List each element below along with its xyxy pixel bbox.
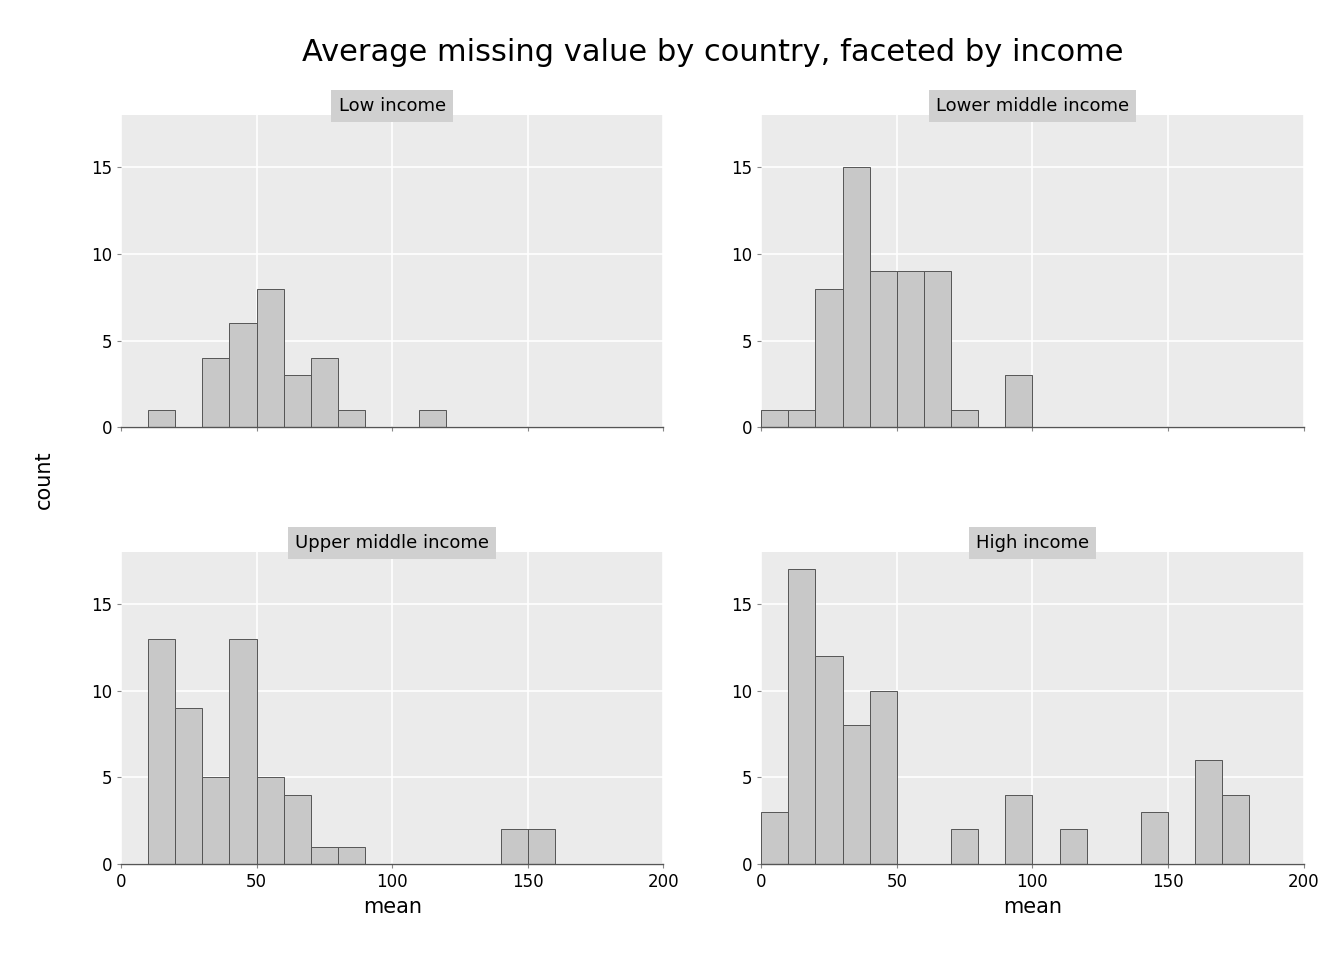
Bar [501, 829, 528, 864]
Bar [870, 272, 896, 427]
Text: Average missing value by country, faceted by income: Average missing value by country, facete… [301, 38, 1124, 67]
Bar [789, 569, 816, 864]
Bar [896, 272, 923, 427]
X-axis label: mean: mean [363, 897, 422, 917]
Title: Low income: Low income [339, 97, 446, 115]
Bar [952, 410, 978, 427]
Bar [789, 410, 816, 427]
Bar [843, 726, 870, 864]
Bar [284, 795, 310, 864]
Bar [203, 778, 230, 864]
Bar [284, 375, 310, 427]
Text: count: count [34, 450, 54, 510]
Bar [843, 167, 870, 427]
Bar [1141, 812, 1168, 864]
Bar [923, 272, 952, 427]
Bar [761, 812, 789, 864]
Bar [230, 324, 257, 427]
Title: Lower middle income: Lower middle income [935, 97, 1129, 115]
Bar [257, 778, 284, 864]
Bar [203, 358, 230, 427]
Bar [816, 289, 843, 427]
Title: High income: High income [976, 534, 1089, 552]
Bar [1195, 760, 1222, 864]
Bar [1059, 829, 1087, 864]
Bar [528, 829, 555, 864]
X-axis label: mean: mean [1003, 897, 1062, 917]
Bar [148, 410, 175, 427]
Bar [419, 410, 446, 427]
Bar [870, 690, 896, 864]
Bar [310, 358, 337, 427]
Bar [310, 847, 337, 864]
Bar [175, 708, 203, 864]
Bar [761, 410, 789, 427]
Bar [337, 847, 366, 864]
Bar [1222, 795, 1250, 864]
Bar [1005, 795, 1032, 864]
Bar [148, 638, 175, 864]
Bar [1005, 375, 1032, 427]
Bar [952, 829, 978, 864]
Bar [257, 289, 284, 427]
Bar [230, 638, 257, 864]
Title: Upper middle income: Upper middle income [296, 534, 489, 552]
Bar [816, 656, 843, 864]
Bar [337, 410, 366, 427]
